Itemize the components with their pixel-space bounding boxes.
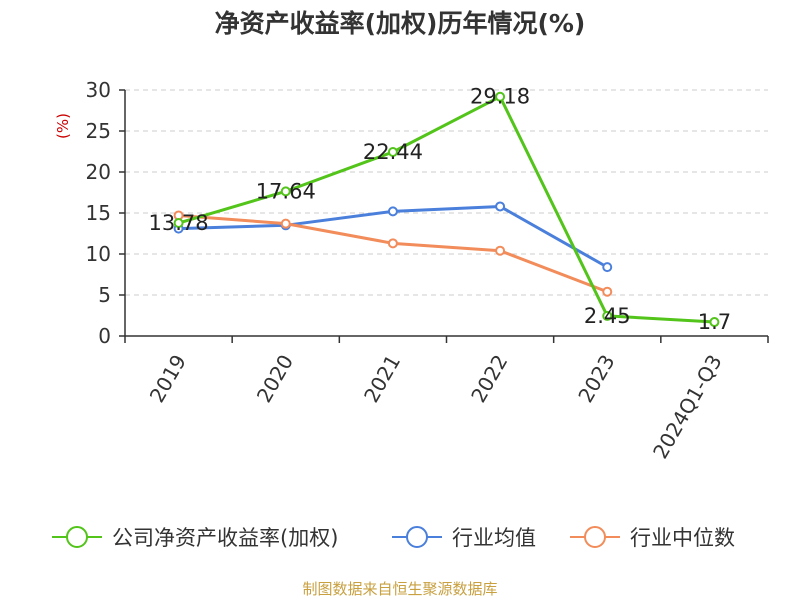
data-label: 13.78	[149, 211, 209, 235]
data-point	[387, 238, 398, 249]
y-tick-label: 15	[86, 201, 111, 225]
chart-title: 净资产收益率(加权)历年情况(%)	[214, 9, 586, 38]
legend-item-label: 行业中位数	[630, 526, 735, 550]
data-label: 2.45	[584, 304, 631, 328]
data-point	[173, 218, 184, 229]
data-point	[602, 310, 613, 321]
data-point	[280, 186, 291, 197]
x-tick-label: 2019	[145, 351, 191, 407]
data-label: 1.7	[698, 310, 731, 334]
x-tick-label: 2020	[252, 351, 298, 407]
y-tick-label: 5	[98, 283, 111, 307]
data-point	[495, 245, 506, 256]
data-point	[387, 146, 398, 157]
data-point	[387, 206, 398, 217]
x-tick-label: 2021	[359, 351, 405, 407]
legend-marker-icon	[584, 526, 606, 548]
data-point	[709, 317, 720, 328]
x-tick-label: 2022	[466, 351, 512, 407]
x-tick-label: 2023	[573, 351, 619, 407]
data-label: 29.18	[470, 85, 530, 109]
y-axis-label: (%)	[54, 113, 72, 139]
y-tick-label: 25	[86, 119, 111, 143]
y-tick-label: 0	[98, 324, 111, 348]
data-label: 22.44	[363, 140, 423, 164]
data-point	[602, 262, 613, 273]
x-tick-label: 2024Q1-Q3	[648, 351, 727, 463]
y-tick-label: 30	[86, 78, 111, 102]
legend-marker-icon	[66, 526, 88, 548]
y-tick-label: 10	[86, 242, 111, 266]
legend-item-label: 公司净资产收益率(加权)	[112, 526, 338, 550]
data-point	[495, 201, 506, 212]
legend-marker-icon	[406, 526, 428, 548]
data-point	[280, 218, 291, 229]
source-credit: 制图数据来自恒生聚源数据库	[302, 580, 498, 598]
data-label: 17.64	[256, 179, 316, 203]
legend-item-label: 行业均值	[452, 526, 536, 550]
data-point	[602, 286, 613, 297]
series-line	[178, 95, 715, 324]
y-tick-label: 20	[86, 160, 111, 184]
data-point	[495, 91, 506, 102]
